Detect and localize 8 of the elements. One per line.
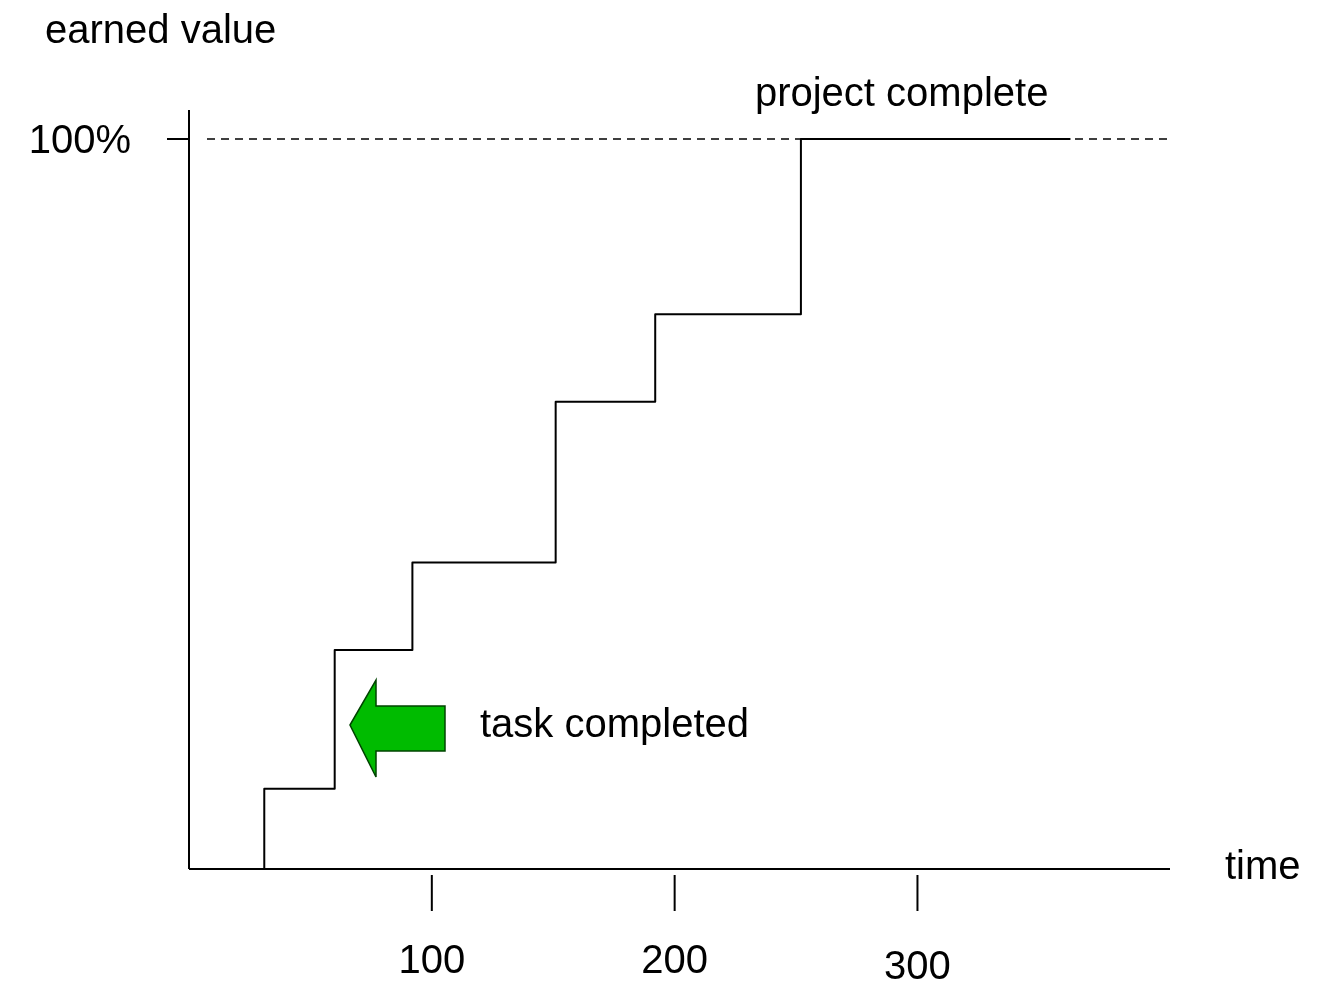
annotation: project complete [754, 70, 1049, 114]
ref-line-label: 100% [28, 117, 131, 161]
x-tick-label: 100 [398, 937, 466, 981]
x-axis-title: time [1225, 843, 1301, 887]
y-axis-title: earned value [45, 7, 277, 51]
annotation: task completed [480, 701, 750, 745]
x-tick-label: 200 [641, 937, 709, 981]
x-tick-label: 300 [884, 943, 951, 985]
